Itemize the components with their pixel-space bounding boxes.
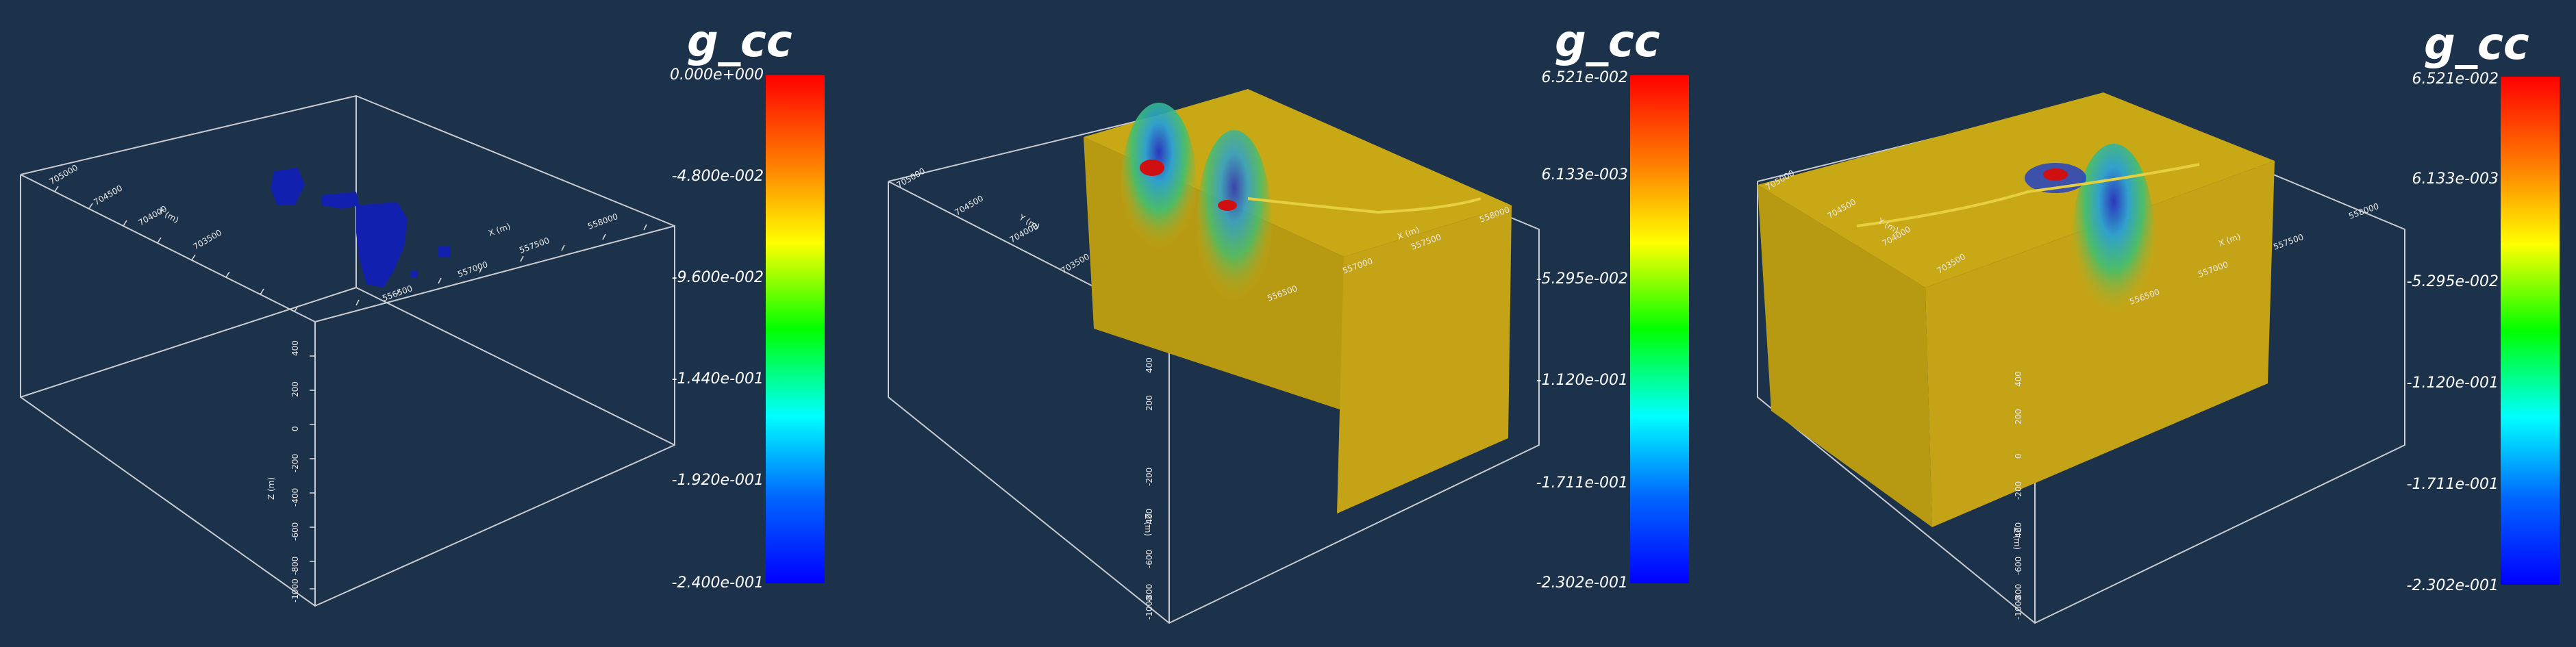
z-tick-label: -600 (1145, 550, 1154, 568)
z-tick-label: 0 (2014, 453, 2023, 459)
y-tick-label: 703500 (192, 228, 224, 252)
colorbar (2501, 77, 2560, 585)
colorbar-tick: -2.400e-001 (672, 574, 764, 592)
colorbar-ticks: 0.000e+000 -4.800e-002 -9.600e-002 -1.44… (670, 66, 764, 592)
bounding-box (20, 94, 675, 607)
z-tick-label: -800 (1145, 584, 1154, 602)
colorbar-tick: -1.120e-001 (2407, 375, 2499, 392)
x-tick-label: 557500 (2272, 232, 2305, 252)
y-tick-label: 705000 (48, 163, 80, 187)
z-tick-label: -1000 (290, 579, 300, 602)
colorbar-tick: -4.800e-002 (672, 168, 764, 185)
z-tick-label: -600 (2014, 557, 2023, 575)
colorbar-tick: -1.711e-001 (2407, 476, 2499, 493)
render-view-3[interactable]: 705000 704500 704000 703500 Y (m) 556500… (1720, 0, 2576, 647)
z-tick-label: -600 (290, 522, 300, 541)
x-axis-title: X (m) (487, 221, 512, 238)
z-tick-label: 200 (2014, 409, 2023, 424)
render-view-1[interactable]: 705000 704500 704000 703500 Y (m) 556500… (0, 0, 856, 647)
anomaly-blobs (271, 168, 451, 288)
z-tick-label: -200 (1145, 468, 1154, 486)
colorbar (1630, 75, 1689, 583)
colorbar (766, 75, 825, 583)
z-tick-label: -1000 (2014, 596, 2023, 620)
colorbar-tick: -1.440e-001 (672, 370, 764, 388)
x-tick-label: 557500 (518, 236, 551, 255)
z-tick-label: -400 (2014, 522, 2023, 541)
colorbar-title: g_cc (2424, 19, 2529, 70)
panel-3: 705000 704500 704000 703500 Y (m) 556500… (1720, 0, 2576, 647)
colorbar-tick: -1.711e-001 (1536, 474, 1628, 492)
colorbar-tick: -9.600e-002 (672, 269, 764, 286)
colorbar-tick: -2.302e-001 (2407, 577, 2499, 594)
z-tick-label: -1000 (1145, 596, 1154, 620)
y-tick-label: 703500 (1060, 252, 1092, 276)
z-tick-label: -200 (2014, 481, 2023, 500)
colorbar-tick: 0.000e+000 (670, 66, 764, 84)
colorbar-tick: -2.302e-001 (1536, 574, 1628, 592)
panel-2: 705000 704500 704000 703500 Y (m) 556500… (864, 0, 1721, 647)
colorbar-tick: 6.521e-002 (2412, 71, 2499, 88)
colorbar-ticks: 6.521e-002 6.133e-003 -5.295e-002 -1.120… (2407, 71, 2499, 594)
colorbar-tick: 6.521e-002 (1542, 69, 1628, 86)
colorbar-tick: 6.133e-003 (1542, 166, 1628, 183)
colorbar-ticks: 6.521e-002 6.133e-003 -5.295e-002 -1.120… (1536, 69, 1628, 592)
colorbar-title: g_cc (1555, 16, 1660, 67)
volume-block (1084, 89, 1512, 513)
x-tick-label: 558000 (586, 212, 619, 231)
z-tick-label: 400 (290, 340, 300, 356)
volume-block (1758, 92, 2275, 527)
colorbar-tick: -1.920e-001 (672, 472, 764, 489)
panel-1: 705000 704500 704000 703500 Y (m) 556500… (0, 0, 856, 647)
colorbar-title: g_cc (687, 16, 792, 67)
render-view-2[interactable]: 705000 704500 704000 703500 Y (m) 556500… (864, 0, 1721, 647)
z-tick-label: 400 (1145, 357, 1154, 373)
z-tick-label: 200 (1145, 395, 1154, 411)
y-tick-label: 704500 (953, 194, 986, 218)
z-tick-label: -400 (290, 488, 300, 507)
z-tick-label: -800 (290, 557, 300, 575)
colorbar-tick: -5.295e-002 (2407, 273, 2499, 290)
z-tick-label: -400 (1145, 509, 1154, 527)
z-axis-title: Z (m) (2012, 527, 2022, 550)
y-tick-label: 704500 (92, 183, 125, 207)
axis-ticks (54, 186, 647, 589)
z-tick-label: 0 (290, 426, 300, 431)
y-axis-title: Y (m) (156, 205, 181, 225)
axis-tick-labels: 705000 704500 704000 703500 Y (m) 556500… (48, 163, 620, 602)
z-tick-label: 200 (290, 381, 300, 397)
z-tick-label: -200 (290, 454, 300, 472)
x-tick-label: 558000 (2347, 201, 2380, 221)
colorbar-tick: -1.120e-001 (1536, 372, 1628, 389)
colorbar-tick: -5.295e-002 (1536, 270, 1628, 288)
z-axis-title: Z (m) (1143, 513, 1153, 536)
z-tick-label: 400 (2014, 371, 2023, 387)
colorbar-tick: 6.133e-003 (2412, 170, 2499, 188)
z-tick-label: -800 (2014, 584, 2023, 602)
z-axis-title: Z (m) (266, 477, 276, 500)
